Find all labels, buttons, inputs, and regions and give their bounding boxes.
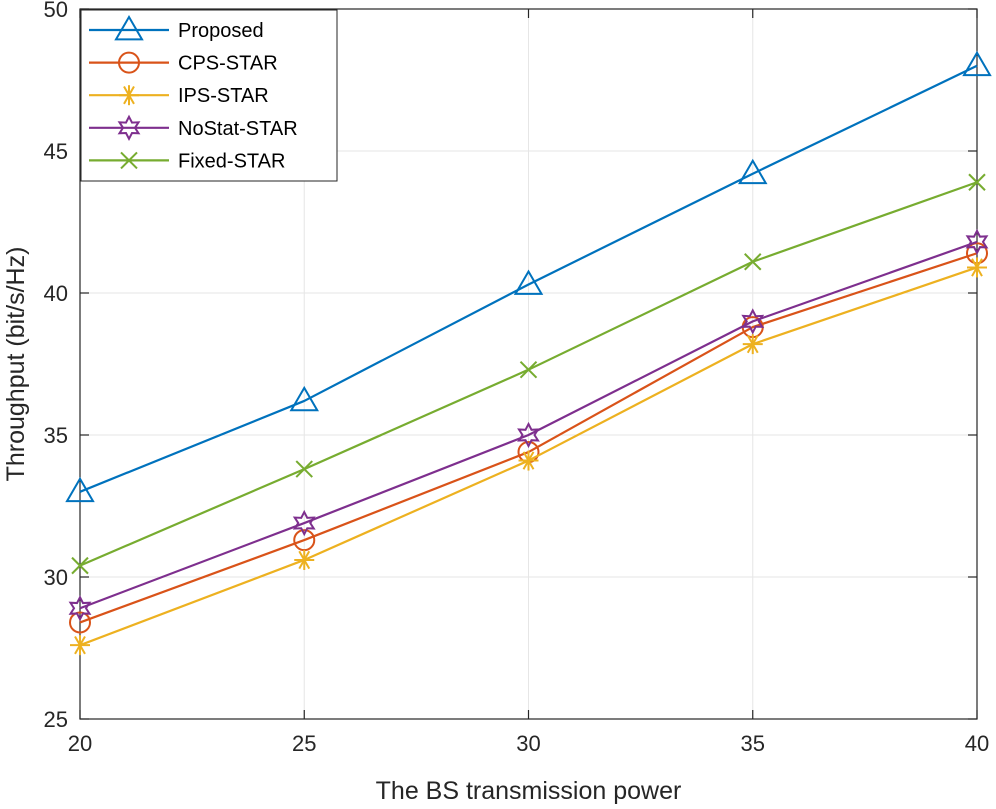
x-axis-label: The BS transmission power bbox=[376, 777, 682, 805]
data-point-nostat-star bbox=[741, 308, 765, 335]
data-point-fixed-star bbox=[295, 460, 313, 478]
data-point-ips-star bbox=[967, 257, 987, 278]
y-tick-label: 35 bbox=[44, 423, 68, 448]
data-point-proposed bbox=[513, 269, 544, 295]
data-point-ips-star bbox=[294, 549, 315, 570]
legend-entry-fixed-star: Fixed-STAR bbox=[89, 150, 285, 172]
legend-entry-cps-star: CPS-STAR bbox=[89, 51, 278, 75]
legend-marker-fixed-star bbox=[120, 151, 138, 170]
data-point-nostat-star bbox=[965, 228, 989, 256]
y-tick-label: 45 bbox=[44, 139, 68, 164]
data-point-proposed bbox=[962, 50, 992, 77]
data-point-cps-star bbox=[69, 611, 91, 634]
data-point-proposed bbox=[738, 158, 768, 185]
series-line-nostat-star bbox=[79, 240, 978, 610]
y-tick-label: 30 bbox=[44, 565, 68, 590]
legend-label-proposed: Proposed bbox=[178, 20, 264, 42]
data-series bbox=[65, 50, 992, 656]
legend-label-nostat-star: NoStat-STAR bbox=[178, 118, 298, 140]
legend: Proposed CPS-STAR IPS-STAR NoStat-STAR Fixed… bbox=[80, 9, 338, 182]
x-tick-label: 20 bbox=[68, 731, 92, 756]
series-fixed-star bbox=[71, 173, 986, 575]
legend-label-ips-star: IPS-STAR bbox=[178, 85, 269, 107]
legend-entry-proposed: Proposed bbox=[89, 15, 264, 42]
legend-label-cps-star: CPS-STAR bbox=[178, 53, 278, 75]
series-ips-star bbox=[70, 257, 987, 656]
legend-entry-nostat-star: NoStat-STAR bbox=[89, 114, 298, 141]
legend-marker-nostat-star bbox=[117, 114, 141, 141]
data-point-ips-star bbox=[518, 450, 539, 471]
data-point-nostat-star bbox=[292, 509, 316, 537]
legend-marker-proposed bbox=[114, 15, 144, 41]
data-point-ips-star bbox=[742, 334, 763, 355]
x-tick-label: 40 bbox=[965, 731, 989, 756]
data-point-fixed-star bbox=[744, 253, 762, 271]
y-tick-label: 25 bbox=[44, 707, 68, 732]
y-tick-label: 40 bbox=[44, 281, 68, 306]
data-point-fixed-star bbox=[71, 556, 89, 575]
y-axis-label: Throughput (bit/s/Hz) bbox=[2, 247, 30, 482]
data-point-proposed bbox=[65, 476, 95, 503]
legend-entry-ips-star: IPS-STAR bbox=[89, 85, 269, 107]
data-point-nostat-star bbox=[517, 421, 540, 449]
data-point-fixed-star bbox=[968, 173, 986, 191]
data-point-proposed bbox=[289, 385, 319, 412]
x-tick-label: 30 bbox=[516, 731, 540, 756]
data-point-nostat-star bbox=[68, 595, 92, 622]
legend-marker-ips-star bbox=[119, 85, 139, 106]
x-tick-label: 35 bbox=[741, 731, 765, 756]
data-point-ips-star bbox=[70, 635, 90, 656]
legend-marker-cps-star bbox=[118, 51, 140, 74]
series-line-proposed bbox=[79, 64, 978, 493]
x-tick-label: 25 bbox=[292, 731, 316, 756]
series-nostat-star bbox=[68, 228, 989, 622]
series-proposed bbox=[65, 50, 992, 503]
legend-label-fixed-star: Fixed-STAR bbox=[178, 150, 285, 172]
y-tick-label: 50 bbox=[44, 0, 68, 22]
data-point-fixed-star bbox=[519, 360, 538, 379]
